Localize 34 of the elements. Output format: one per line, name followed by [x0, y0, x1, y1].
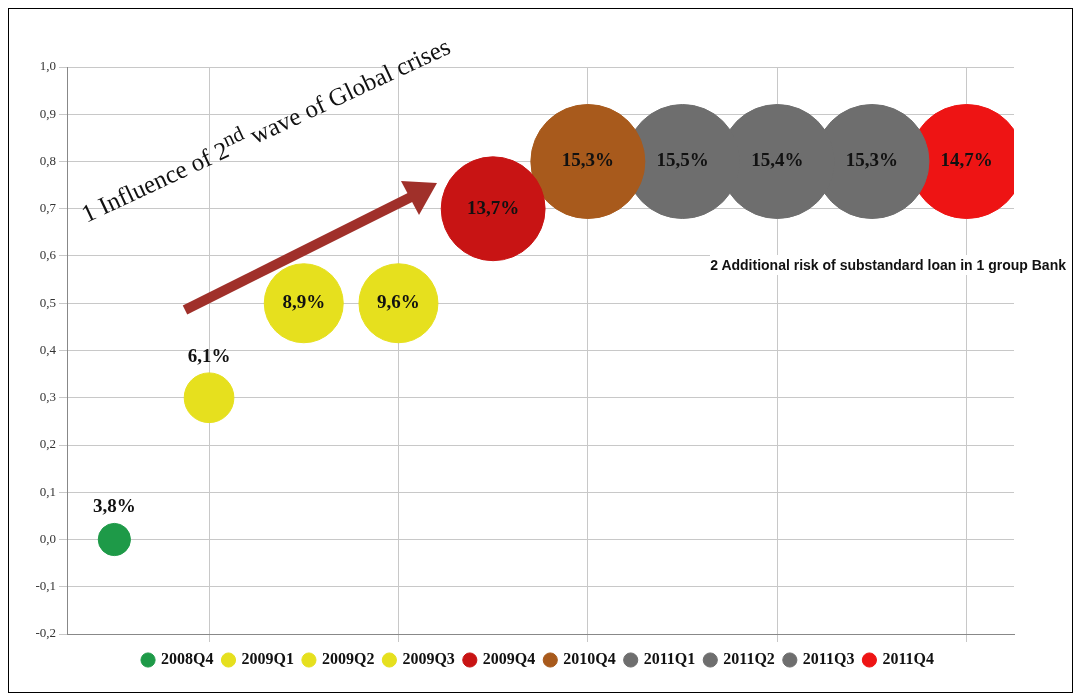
- y-tick-label: 0,6: [39, 247, 57, 263]
- y-tick-label: 0,8: [39, 152, 56, 168]
- annotation: 6,1%: [187, 344, 231, 366]
- annotation: 15,5%: [656, 149, 709, 171]
- legend-label: 2009Q1: [241, 650, 294, 668]
- annotation: 15,3%: [845, 149, 899, 171]
- annotation: 15,4%: [751, 149, 804, 171]
- y-tick-label: 0,5: [39, 294, 56, 310]
- y-tick-label: 0,1: [39, 483, 56, 499]
- annotation: 9,6%: [377, 291, 420, 313]
- annotation: 2 Additional risk of substandard loan in 1 group Bank: [710, 255, 1066, 275]
- annotation: 14,7%: [940, 149, 993, 171]
- annotation: 15,3%: [561, 149, 614, 171]
- y-tick-label: -0,2: [35, 625, 56, 641]
- legend-label: 2009Q4: [482, 650, 536, 668]
- y-tick-label: -0,1: [35, 578, 56, 594]
- y-tick-label: 0,0: [39, 530, 56, 546]
- y-tick-label: 0,2: [39, 436, 56, 452]
- legend-label: 2008Q4: [161, 650, 214, 668]
- y-tick-label: 1,0: [39, 58, 56, 74]
- y-tick-label: 0,7: [39, 200, 57, 216]
- legend-label: 2011Q1: [643, 650, 696, 668]
- y-tick-label: 0,4: [39, 341, 57, 357]
- legend-label: 2009Q3: [402, 650, 455, 668]
- legend-label: 2009Q2: [321, 650, 375, 668]
- annotation: 13,7%: [467, 196, 520, 218]
- legend-label: 2011Q4: [882, 650, 934, 668]
- annotation: 8,9%: [282, 291, 326, 313]
- y-tick-label: 0,9: [39, 105, 56, 121]
- legend-label: 2010Q4: [563, 650, 616, 668]
- y-tick-label: 0,3: [39, 389, 56, 405]
- annotation: 3,8%: [92, 495, 136, 517]
- legend-label: 2011Q2: [723, 650, 775, 668]
- legend-label: 2011Q3: [802, 650, 855, 668]
